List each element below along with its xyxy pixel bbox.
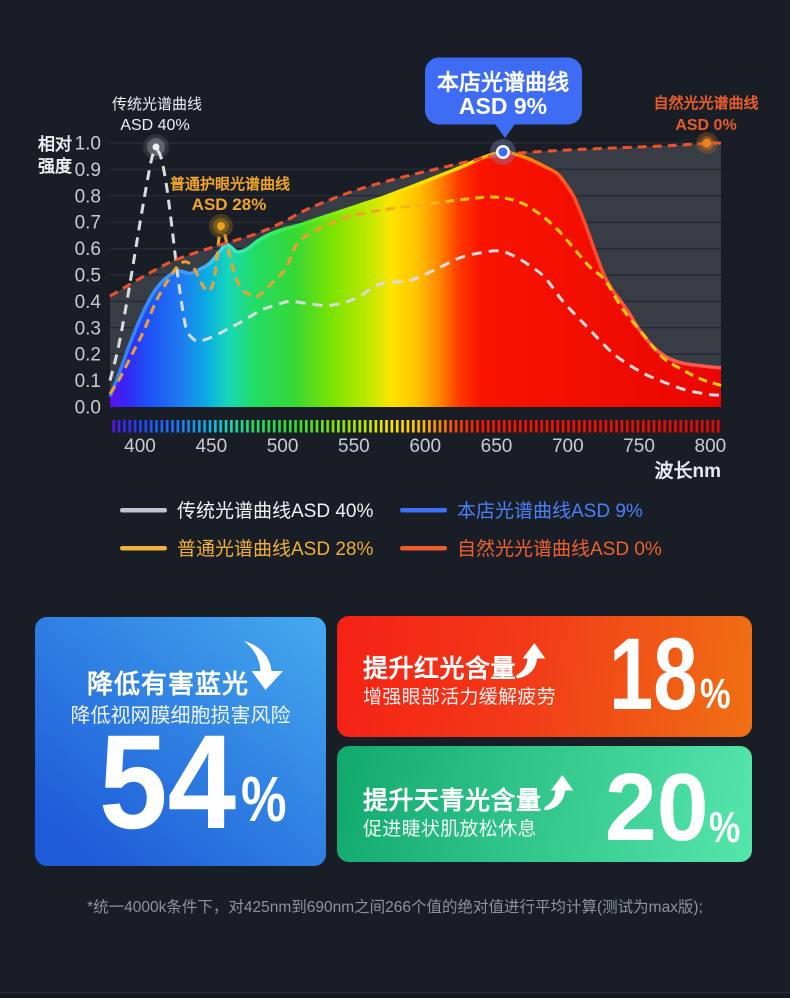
svg-text:0.7: 0.7 xyxy=(75,213,101,234)
svg-text:400: 400 xyxy=(124,436,156,457)
svg-text:0.0: 0.0 xyxy=(75,398,101,419)
svg-text:0.9: 0.9 xyxy=(75,160,101,181)
svg-text:0.5: 0.5 xyxy=(75,266,101,287)
svg-text:自然光光谱曲线ASD 0%: 自然光光谱曲线ASD 0% xyxy=(457,538,662,560)
svg-text:强度: 强度 xyxy=(38,156,73,176)
svg-text:0.4: 0.4 xyxy=(75,292,102,313)
svg-text:传统光谱曲线: 传统光谱曲线 xyxy=(112,96,202,113)
svg-text:0.8: 0.8 xyxy=(75,186,101,207)
svg-text:650: 650 xyxy=(481,436,513,457)
svg-text:450: 450 xyxy=(195,436,227,457)
svg-text:0.6: 0.6 xyxy=(75,239,101,260)
svg-text:ASD 40%: ASD 40% xyxy=(120,117,189,134)
svg-text:0.2: 0.2 xyxy=(75,345,101,366)
svg-text:本店光谱曲线: 本店光谱曲线 xyxy=(437,70,569,95)
svg-text:700: 700 xyxy=(552,436,584,457)
svg-text:0.1: 0.1 xyxy=(75,371,101,392)
svg-text:800: 800 xyxy=(695,436,727,457)
svg-text:自然光光谱曲线: 自然光光谱曲线 xyxy=(653,94,758,112)
svg-text:ASD 9%: ASD 9% xyxy=(459,93,547,119)
svg-text:750: 750 xyxy=(623,436,655,457)
svg-text:传统光谱曲线ASD 40%: 传统光谱曲线ASD 40% xyxy=(177,500,373,522)
svg-text:普通护眼光谱曲线: 普通护眼光谱曲线 xyxy=(170,175,290,193)
svg-text:500: 500 xyxy=(267,436,299,457)
svg-text:相对: 相对 xyxy=(38,134,72,154)
svg-text:普通光谱曲线ASD 28%: 普通光谱曲线ASD 28% xyxy=(177,538,373,560)
svg-text:0.3: 0.3 xyxy=(75,318,101,339)
svg-text:600: 600 xyxy=(409,436,441,457)
svg-text:本店光谱曲线ASD 9%: 本店光谱曲线ASD 9% xyxy=(457,500,643,522)
svg-text:ASD 28%: ASD 28% xyxy=(192,195,267,214)
svg-text:550: 550 xyxy=(338,436,370,457)
svg-text:1.0: 1.0 xyxy=(75,134,101,155)
svg-text:ASD 0%: ASD 0% xyxy=(675,117,736,134)
svg-text:波长nm: 波长nm xyxy=(654,459,721,482)
